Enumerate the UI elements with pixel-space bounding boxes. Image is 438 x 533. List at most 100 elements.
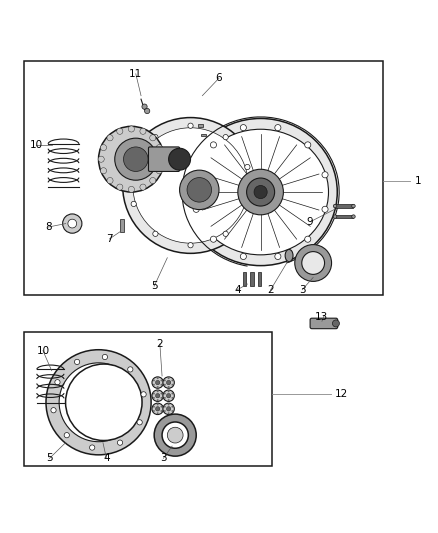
Text: 3: 3 [160,454,167,463]
Circle shape [157,403,159,405]
Circle shape [157,399,159,401]
Circle shape [102,354,108,360]
Circle shape [166,407,171,411]
Circle shape [141,392,146,397]
Ellipse shape [184,118,337,265]
Bar [24,332,272,466]
Circle shape [145,108,150,114]
Circle shape [140,184,146,190]
Circle shape [153,410,155,412]
Circle shape [210,142,216,148]
Circle shape [164,379,166,381]
Circle shape [150,177,156,184]
Circle shape [131,164,136,169]
Circle shape [117,128,123,134]
Circle shape [180,170,219,209]
Circle shape [172,410,173,412]
Bar [243,272,246,286]
Circle shape [169,148,191,170]
Circle shape [333,204,337,208]
Circle shape [124,147,148,172]
Circle shape [128,187,134,192]
Circle shape [275,125,281,131]
Circle shape [74,359,80,365]
Circle shape [154,414,196,456]
Circle shape [150,135,156,141]
Circle shape [157,391,159,392]
Circle shape [240,253,247,260]
Circle shape [153,379,155,381]
Circle shape [193,206,199,212]
Circle shape [163,390,174,401]
Circle shape [137,419,142,425]
Circle shape [352,204,355,208]
Circle shape [155,407,160,411]
Circle shape [161,393,162,394]
Bar [258,272,261,286]
Bar [120,219,124,232]
Circle shape [332,320,339,327]
Bar [335,204,353,208]
Circle shape [51,408,56,413]
Text: 11: 11 [129,69,142,79]
Circle shape [166,381,171,385]
Text: 12: 12 [335,389,348,399]
Circle shape [59,363,138,442]
Circle shape [68,219,77,228]
Circle shape [100,144,106,151]
Circle shape [164,410,166,412]
FancyBboxPatch shape [148,147,180,172]
Circle shape [156,168,162,174]
Circle shape [172,384,173,386]
Circle shape [152,377,163,388]
Text: 9: 9 [307,217,314,227]
Circle shape [275,253,281,260]
Circle shape [166,393,171,398]
Circle shape [153,406,155,408]
Circle shape [168,391,170,392]
Circle shape [55,379,60,385]
Circle shape [46,350,151,455]
Circle shape [164,384,166,386]
Circle shape [172,406,173,408]
Circle shape [142,104,147,109]
Text: 13: 13 [315,312,328,322]
Text: 4: 4 [234,285,241,295]
Circle shape [305,142,311,148]
Circle shape [168,399,170,401]
Circle shape [245,164,250,169]
Circle shape [167,427,183,443]
Circle shape [163,377,174,388]
Circle shape [117,184,123,190]
Circle shape [168,377,170,379]
Circle shape [210,236,216,243]
Circle shape [168,403,170,405]
FancyBboxPatch shape [310,318,338,329]
Circle shape [161,397,162,399]
Circle shape [66,364,142,440]
Circle shape [161,406,162,408]
Circle shape [223,134,228,140]
Circle shape [164,393,166,394]
Circle shape [162,422,188,448]
Circle shape [155,381,160,385]
Circle shape [254,185,267,199]
Circle shape [63,214,82,233]
Circle shape [352,215,355,219]
Circle shape [172,393,173,394]
Text: 8: 8 [45,222,52,232]
Circle shape [322,172,328,178]
Circle shape [156,144,162,151]
Circle shape [152,403,163,415]
Bar [198,124,203,127]
Circle shape [152,390,163,401]
Circle shape [100,168,106,174]
Circle shape [98,156,104,162]
Circle shape [172,397,173,399]
Circle shape [140,128,146,134]
Circle shape [157,386,159,388]
Circle shape [153,384,155,386]
Circle shape [128,126,134,132]
Circle shape [302,252,325,274]
Circle shape [223,231,228,237]
